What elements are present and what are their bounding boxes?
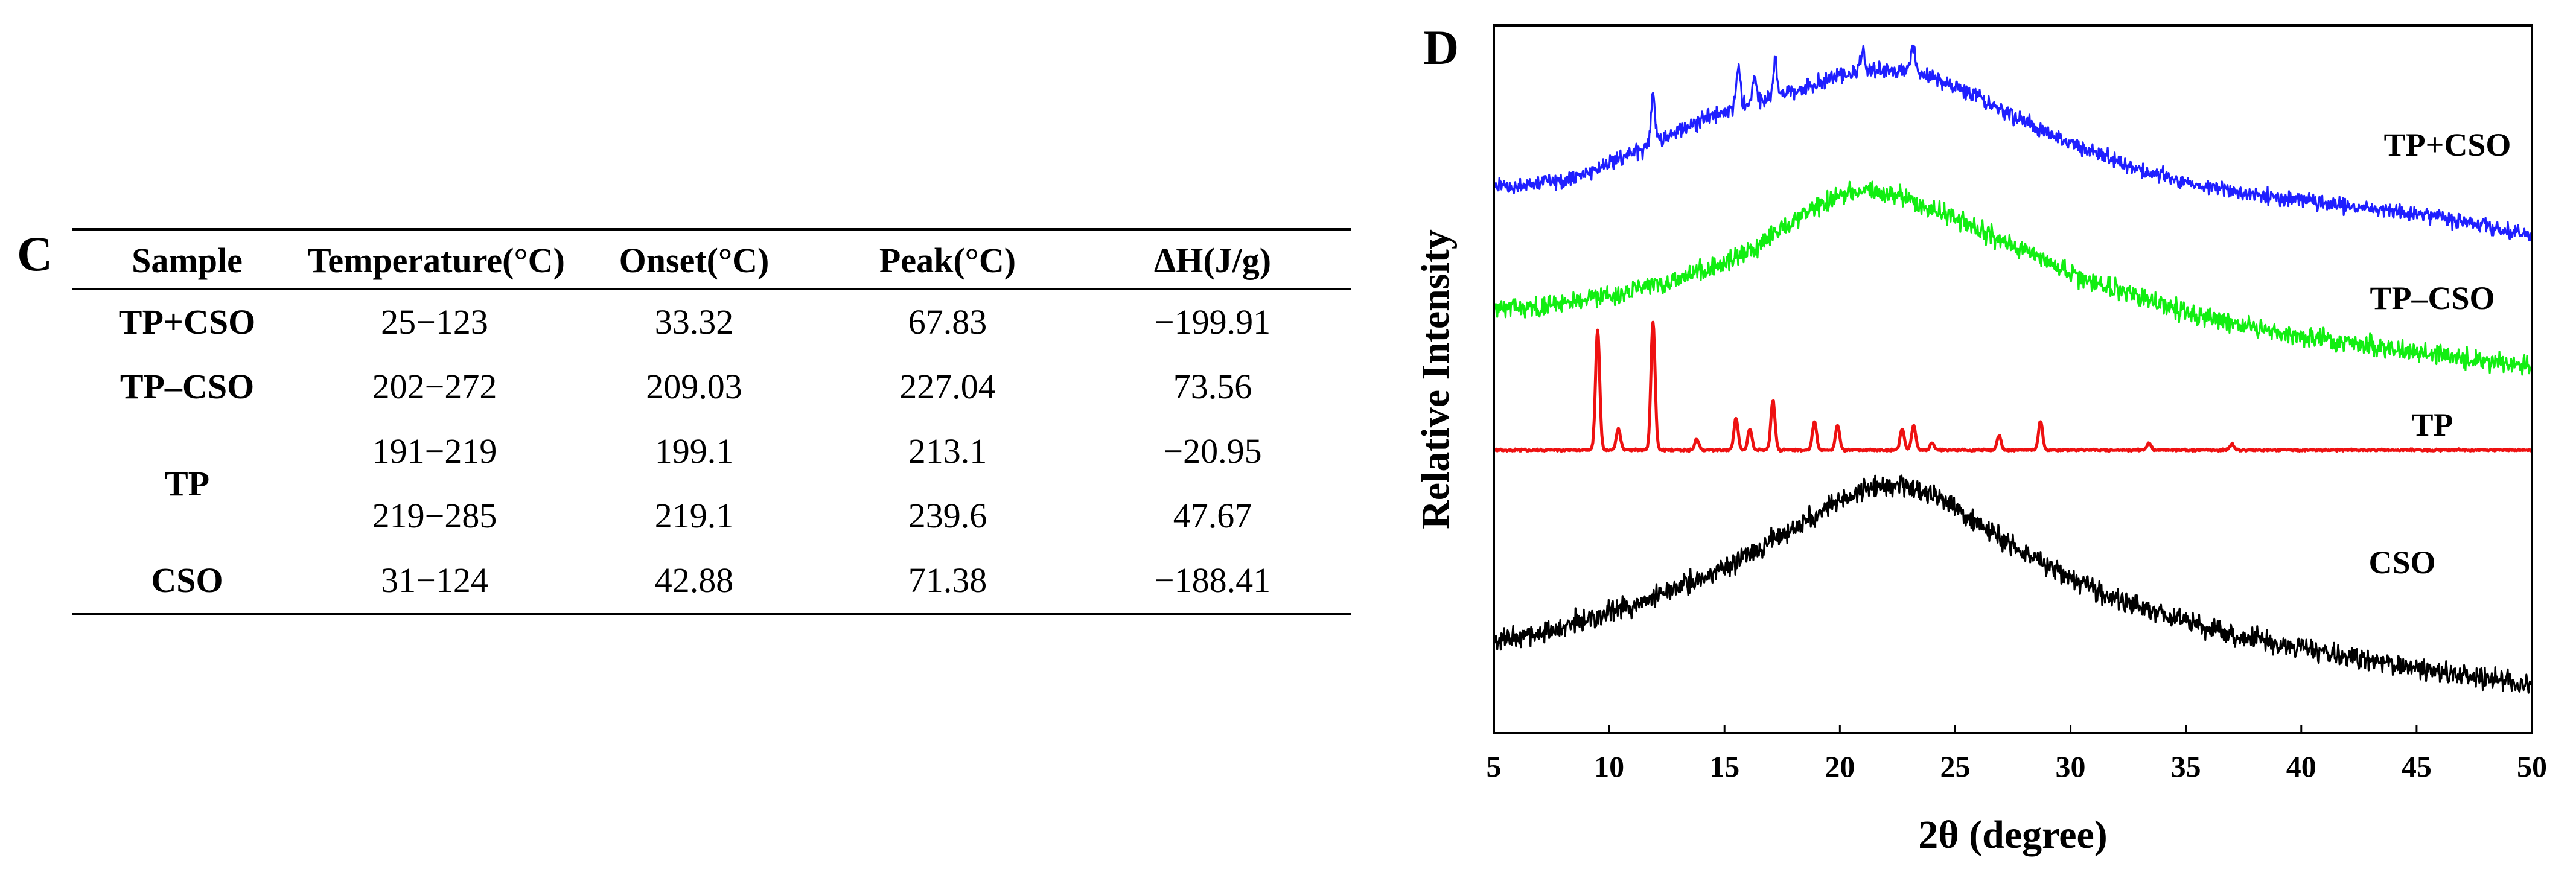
dh-cell: −20.95 bbox=[1163, 431, 1262, 471]
temperature-cell: 219−285 bbox=[372, 496, 497, 536]
table-row: TP 191−219 199.1 213.1 −20.95 bbox=[72, 419, 1351, 501]
table-row: TP+CSO 25−123 33.32 67.83 −199.91 bbox=[72, 289, 1351, 355]
series-line-cso bbox=[1493, 474, 2533, 694]
series-label: CSO bbox=[2368, 544, 2435, 580]
table-row: 219−285 219.1 239.6 47.67 bbox=[72, 484, 1351, 549]
header-onset: Onset(°C) bbox=[567, 227, 821, 290]
x-axis-title: 2θ (degree) bbox=[1918, 813, 2108, 857]
series-label: TP bbox=[2411, 407, 2453, 443]
peak-cell: 239.6 bbox=[908, 496, 987, 536]
dh-cell: 73.56 bbox=[1173, 367, 1252, 407]
series-line-tp bbox=[1493, 320, 2533, 453]
series-labels: TP+CSO TP–CSO TP CSO bbox=[2368, 127, 2511, 580]
onset-cell: 33.32 bbox=[654, 302, 734, 342]
sample-cell: TP–CSO bbox=[120, 367, 255, 407]
peak-cell: 213.1 bbox=[908, 431, 987, 471]
panel-d-label: D bbox=[1423, 20, 1459, 75]
series-line-tp-cso bbox=[1493, 44, 2533, 242]
temperature-cell: 31−124 bbox=[302, 548, 567, 615]
x-tick-label: 5 bbox=[1487, 749, 1502, 783]
sample-cell: CSO bbox=[72, 548, 302, 615]
x-tick-label: 30 bbox=[2056, 749, 2086, 783]
temperature-cell: 202−272 bbox=[372, 367, 497, 407]
table-row: TP–CSO 202−272 209.03 227.04 73.56 bbox=[72, 355, 1351, 419]
series-group bbox=[1493, 44, 2533, 694]
dh-cell: 47.67 bbox=[1173, 496, 1252, 536]
header-sample: Sample bbox=[72, 227, 302, 290]
x-tick-label: 20 bbox=[1825, 749, 1855, 783]
dsc-table: Sample Temperature(°C) Onset(°C) Peak(°C… bbox=[72, 227, 1351, 615]
series-line-tp-cso bbox=[1493, 180, 2533, 376]
table-row: CSO 31−124 42.88 71.38 −188.41 bbox=[72, 548, 1351, 615]
dh-cell: −199.91 bbox=[1154, 302, 1271, 342]
onset-cell: 42.88 bbox=[567, 548, 821, 615]
peak-cell: 227.04 bbox=[899, 367, 996, 407]
peak-cell: 71.38 bbox=[821, 548, 1074, 615]
peak-cell: 67.83 bbox=[908, 302, 987, 342]
dh-cell: −188.41 bbox=[1074, 548, 1351, 615]
table-header-row: Sample Temperature(°C) Onset(°C) Peak(°C… bbox=[72, 227, 1351, 290]
onset-cell: 209.03 bbox=[646, 367, 742, 407]
temperature-cell: 191−219 bbox=[372, 431, 497, 471]
x-tick-label: 25 bbox=[1940, 749, 1970, 783]
x-tick-label: 35 bbox=[2171, 749, 2201, 783]
header-temperature: Temperature(°C) bbox=[302, 227, 567, 290]
temperature-cell: 25−123 bbox=[381, 302, 488, 342]
x-tick-label: 50 bbox=[2517, 749, 2547, 783]
onset-cell: 199.1 bbox=[654, 431, 734, 471]
x-tick-label: 40 bbox=[2286, 749, 2316, 783]
sample-cell: TP+CSO bbox=[118, 302, 256, 342]
onset-cell: 219.1 bbox=[654, 496, 734, 536]
series-label: TP+CSO bbox=[2384, 127, 2511, 163]
plot-frame bbox=[1493, 24, 2533, 734]
panel-c-label: C bbox=[17, 226, 53, 281]
header-dh: ΔH(J/g) bbox=[1074, 227, 1351, 290]
x-tick-label: 10 bbox=[1594, 749, 1624, 783]
x-axis: 5 10 15 20 25 30 35 40 45 50 bbox=[1487, 725, 2547, 783]
y-axis-title: Relative Intensity bbox=[1414, 229, 1458, 529]
x-tick-label: 45 bbox=[2402, 749, 2432, 783]
header-peak: Peak(°C) bbox=[821, 227, 1074, 290]
x-tick-label: 15 bbox=[1709, 749, 1739, 783]
sample-cell: TP bbox=[164, 463, 210, 503]
series-label: TP–CSO bbox=[2370, 280, 2495, 316]
